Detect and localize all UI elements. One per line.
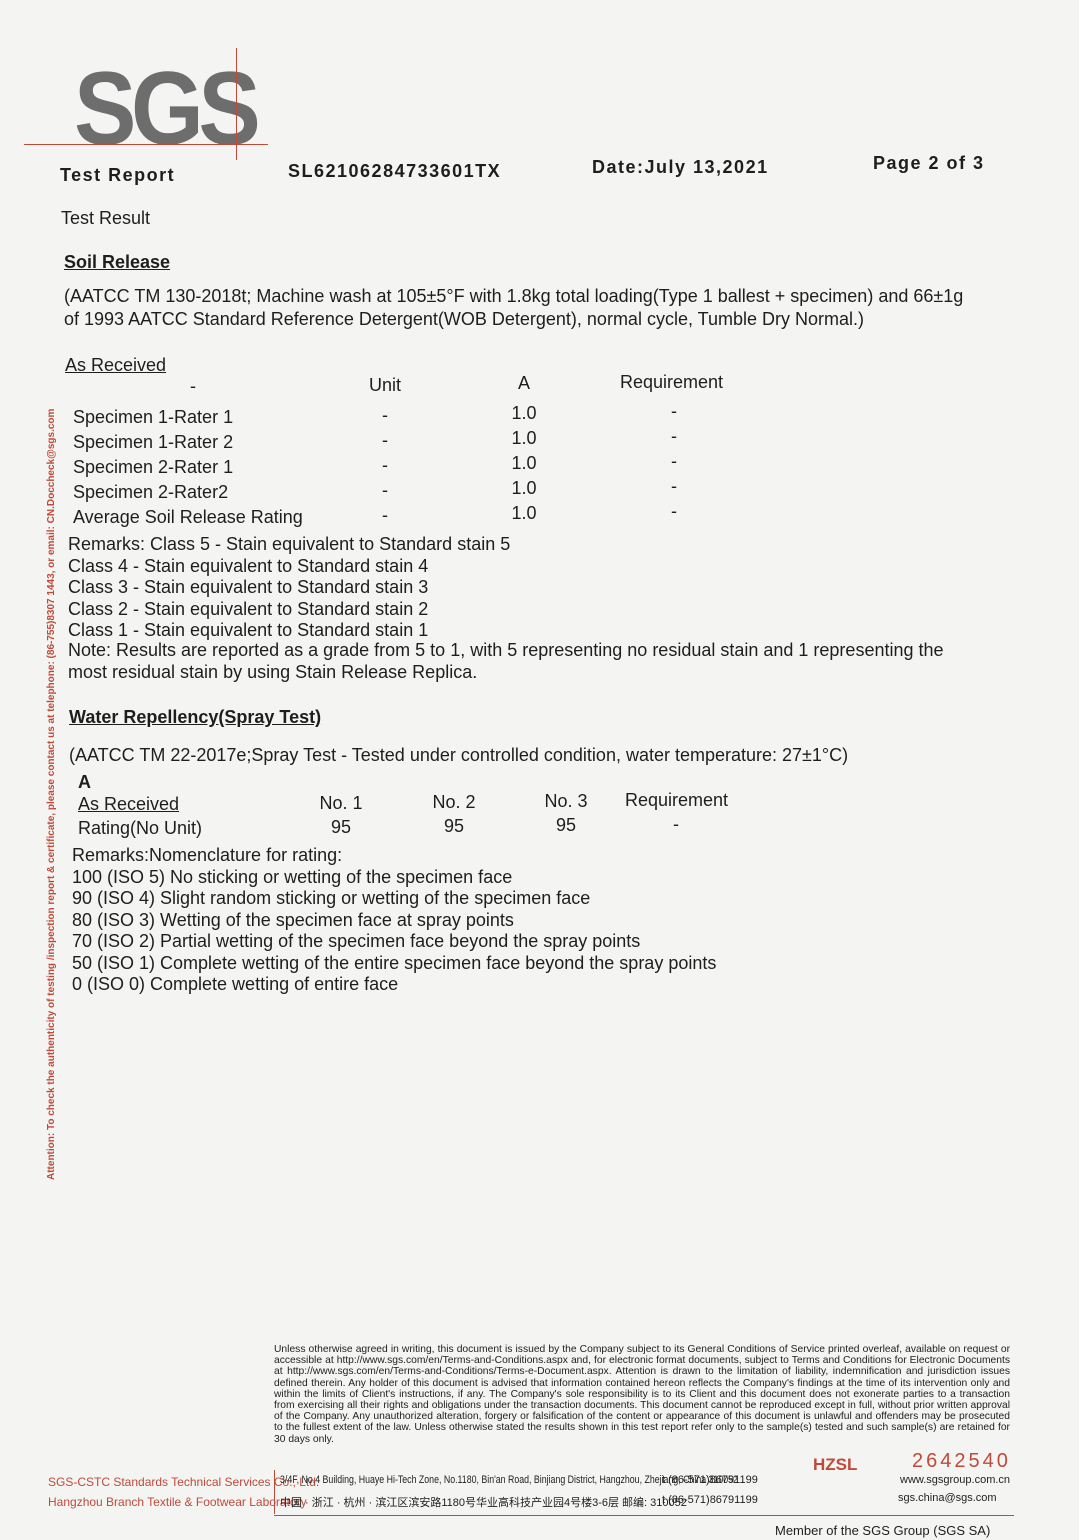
table-header: - <box>190 376 196 396</box>
rule <box>274 1515 1014 1516</box>
row-label: Average Soil Release Rating <box>73 507 303 527</box>
website: www.sgsgroup.com.cn <box>900 1474 1011 1486</box>
remark-line: Class 4 - Stain equivalent to Standard s… <box>68 555 429 576</box>
table-cell: 1.0 <box>511 503 537 523</box>
remark-line: 90 (ISO 4) Slight random sticking or wet… <box>72 888 591 908</box>
member-note: Member of the SGS Group (SGS SA) <box>775 1523 991 1538</box>
remark-line: 0 (ISO 0) Complete wetting of entire fac… <box>72 974 399 994</box>
rule <box>274 1470 275 1514</box>
remark-line: Class 2 - Stain equivalent to Standard s… <box>68 598 429 619</box>
logo: SGS <box>74 51 261 167</box>
table-header: No. 1 <box>319 793 363 813</box>
table-cell: 95 <box>330 817 352 837</box>
table-header: No. 3 <box>544 791 588 811</box>
remark-line: 80 (ISO 3) Wetting of the specimen face … <box>72 909 514 930</box>
report-label: Test Report <box>60 165 176 185</box>
table-header: A <box>517 373 531 393</box>
remark-line: Remarks:Nomenclature for rating: <box>72 845 343 865</box>
table-cell: - <box>671 426 677 446</box>
sample-label: A <box>78 772 91 792</box>
lab-code: HZSL <box>813 1455 858 1474</box>
remark-line: 50 (ISO 1) Complete wetting of the entir… <box>72 952 717 973</box>
method: (AATCC TM 22-2017e;Spray Test - Tested u… <box>69 745 849 765</box>
remark-line: 70 (ISO 2) Partial wetting of the specim… <box>72 931 641 951</box>
table-header: No. 2 <box>432 792 476 812</box>
phone: t (86-571)86791199 <box>662 1474 758 1486</box>
method: (AATCC TM 130-2018t; Machine wash at 105… <box>64 286 964 306</box>
email: sgs.china@sgs.com <box>898 1492 997 1504</box>
table-cell: 1.0 <box>511 453 537 473</box>
table-cell: - <box>673 814 679 834</box>
row-label: Rating(No Unit) <box>78 818 203 838</box>
table-cell: - <box>382 505 388 525</box>
serial-number: 2642540 <box>912 1450 1011 1472</box>
table-header: As Received <box>78 794 180 814</box>
subheading: As Received <box>65 355 167 375</box>
rule <box>24 144 268 145</box>
remark-line: Class 3 - Stain equivalent to Standard s… <box>68 577 429 597</box>
heading: Soil Release <box>64 252 171 272</box>
table-cell: - <box>382 430 388 450</box>
table-cell: 95 <box>443 816 465 836</box>
table-cell: - <box>671 501 677 521</box>
table-header: Requirement <box>620 371 724 392</box>
report-number: SL62106284733601TX <box>288 161 502 181</box>
table-cell: 1.0 <box>511 403 537 423</box>
disclaimer: Unless otherwise agreed in writing, this… <box>274 1344 1010 1445</box>
note: Note: Results are reported as a grade fr… <box>68 640 944 660</box>
side-note: Attention: To check the authenticity of … <box>46 408 57 1180</box>
lab-name: Hangzhou Branch Textile & Footwear Labor… <box>48 1495 307 1509</box>
table-cell: - <box>382 455 388 475</box>
row-label: Specimen 1-Rater 1 <box>73 407 234 427</box>
table-header: Unit <box>368 374 402 395</box>
heading: Water Repellency(Spray Test) <box>69 707 322 727</box>
address: 3/4F, No.4 Building, Huaye Hi-Tech Zone,… <box>280 1474 738 1486</box>
table-cell: - <box>382 405 388 425</box>
phone: t (86-571)86791199 <box>662 1494 758 1506</box>
table-cell: 95 <box>555 815 577 835</box>
method: of 1993 AATCC Standard Reference Deterge… <box>64 309 864 329</box>
remark-line: Remarks: Class 5 - Stain equivalent to S… <box>68 534 511 554</box>
table-cell: - <box>382 480 388 500</box>
remark-line: 100 (ISO 5) No sticking or wetting of th… <box>72 866 513 887</box>
row-label: Specimen 1-Rater 2 <box>73 432 234 452</box>
table-cell: - <box>671 401 677 421</box>
table-cell: 1.0 <box>511 478 537 498</box>
lab-name: SGS-CSTC Standards Technical Services Co… <box>48 1475 320 1489</box>
row-label: Specimen 2-Rater 1 <box>73 457 234 477</box>
section-title: Test Result <box>61 208 151 228</box>
address: 中国 · 浙江 · 杭州 · 滨江区滨安路1180号华业高科技产业园4号楼3-6… <box>280 1497 687 1509</box>
note: most residual stain by using Stain Relea… <box>68 662 478 682</box>
rule <box>236 48 237 160</box>
table-header: Requirement <box>625 790 729 810</box>
remark-line: Class 1 - Stain equivalent to Standard s… <box>68 620 429 640</box>
page-number: Page 2 of 3 <box>873 153 985 173</box>
report-date: Date:July 13,2021 <box>592 157 769 177</box>
row-label: Specimen 2-Rater2 <box>73 482 229 502</box>
table-cell: 1.0 <box>511 428 537 448</box>
table-cell: - <box>671 451 677 471</box>
table-cell: - <box>671 476 677 496</box>
